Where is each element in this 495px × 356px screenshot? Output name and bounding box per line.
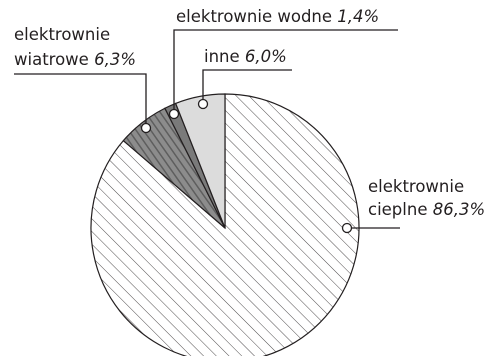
label-wiatrowe: elektrownie wiatrowe 6,3% <box>14 25 152 134</box>
slices-layer <box>90 93 360 356</box>
label-cieplne-text: cieplne 86,3% <box>368 200 485 219</box>
label-wodne-marker <box>168 108 180 120</box>
label-wiatrowe-text: wiatrowe 6,3% <box>14 50 136 69</box>
label-inne: inne 6,0% <box>197 47 292 110</box>
label-cieplne-text: elektrownie <box>368 177 464 196</box>
label-wiatrowe-leader <box>14 73 147 128</box>
label-cieplne-percent: 86,3% <box>433 200 485 219</box>
label-inne-leader <box>202 69 292 104</box>
label-wodne-leader <box>173 29 398 114</box>
label-cieplne-marker <box>341 222 353 234</box>
label-wodne: elektrownie wodne 1,4% <box>168 7 398 120</box>
labels-layer: elektrownie cieplne 86,3% elektrownie wiatr… <box>14 7 485 234</box>
slice-inne <box>174 93 226 229</box>
label-wiatrowe-percent: 6,3% <box>94 50 136 69</box>
label-inne-percent: 6,0% <box>245 47 287 66</box>
label-inne-marker <box>197 98 209 110</box>
label-wiatrowe-text: elektrownie <box>14 25 110 44</box>
label-wodne-percent: 1,4% <box>337 7 379 26</box>
label-wodne-text: elektrownie wodne 1,4% <box>176 7 379 26</box>
label-inne-text: inne 6,0% <box>204 47 287 66</box>
label-wiatrowe-marker <box>140 122 152 134</box>
label-cieplne: elektrownie cieplne 86,3% <box>341 177 485 234</box>
